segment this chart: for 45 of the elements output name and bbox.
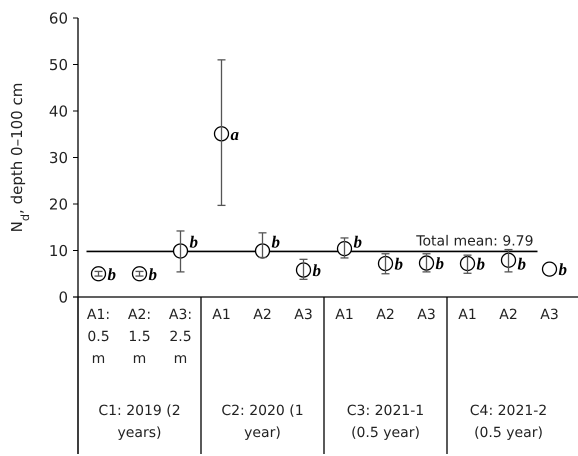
text: C2: 2020 (1 year)	[221, 403, 304, 441]
x-tick-label: A2	[376, 307, 395, 323]
data-label: b	[518, 254, 526, 274]
y-tick-label: 20	[48, 195, 68, 214]
point	[460, 256, 476, 272]
x-tick-label: A3	[294, 307, 313, 323]
point	[542, 261, 558, 277]
x-tick-label: A3	[417, 307, 436, 323]
point	[172, 243, 188, 259]
data-label: b	[394, 254, 403, 274]
x-tick-label: A2	[253, 307, 272, 323]
text: C4: 2021-2 (0.5 year)	[470, 403, 548, 441]
text: C3: 2021-1 (0.5 year)	[346, 403, 424, 441]
data-label: b	[190, 232, 198, 252]
x-tick-label: A1	[335, 307, 354, 323]
y-tick-label: 60	[48, 9, 68, 28]
data-label: a	[230, 124, 240, 144]
data-label: b	[354, 232, 362, 252]
x-tick-label: A3: 2.5 m	[168, 307, 192, 367]
x-tick-label: A1: 0.5 m	[86, 307, 110, 367]
data-label: b	[148, 264, 157, 284]
point	[336, 240, 352, 256]
data-label: b	[108, 264, 116, 284]
x-tick-label: A2	[499, 307, 518, 323]
point	[500, 252, 516, 268]
point	[296, 262, 312, 278]
x-tick-label: A3	[540, 307, 559, 323]
point	[378, 256, 394, 272]
data-label: b	[558, 260, 567, 280]
y-tick-label: 10	[48, 242, 68, 260]
point	[418, 255, 434, 271]
ref-line-label: Total mean: 9.79	[415, 233, 534, 250]
x-tick-label: A1	[212, 307, 231, 323]
y-tick-label: 50	[48, 56, 68, 74]
x-tick-label: A1	[458, 307, 477, 323]
y-tick-label: 40	[48, 102, 68, 120]
data-label: b	[312, 261, 321, 280]
y-tick-label: 0	[58, 288, 68, 306]
text: C1: 2019 (2 years)	[98, 403, 181, 441]
data-label: b	[272, 232, 280, 252]
data-label: b	[476, 254, 485, 274]
point	[214, 126, 230, 142]
x-tick-label: A2: 1.5 m	[128, 307, 152, 367]
data-label: b	[436, 254, 444, 274]
y-tick-label: 30	[48, 148, 68, 167]
